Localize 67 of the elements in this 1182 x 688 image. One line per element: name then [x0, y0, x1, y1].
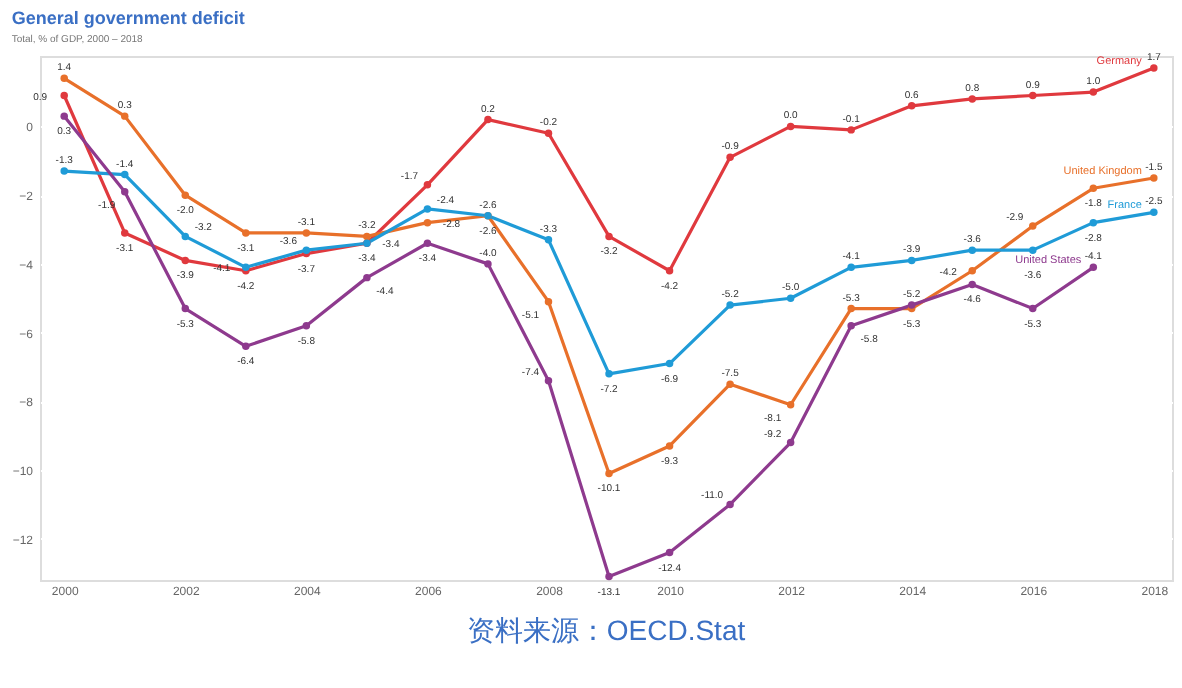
point: [847, 263, 855, 272]
point: [1150, 174, 1158, 182]
point: [484, 260, 492, 268]
point: [1029, 246, 1037, 254]
point: [1089, 263, 1098, 272]
point: [544, 376, 553, 385]
point: [60, 91, 68, 100]
point: [60, 167, 68, 175]
point: [847, 322, 855, 330]
point: [423, 181, 432, 189]
point: [544, 129, 553, 138]
chart-title: General government deficit: [11, 8, 245, 29]
point: [423, 218, 432, 227]
point: [242, 229, 250, 237]
point: [665, 267, 674, 275]
point: [302, 322, 311, 330]
point: [786, 401, 795, 409]
point: [181, 304, 190, 313]
point: [1150, 64, 1158, 72]
point: [242, 342, 250, 351]
point: [1150, 208, 1158, 217]
point: [363, 273, 371, 282]
point: [665, 548, 674, 557]
point: [726, 500, 734, 509]
point: [786, 294, 795, 302]
point: [121, 229, 129, 237]
point: [968, 267, 976, 275]
point: [605, 572, 613, 581]
point: [726, 301, 734, 309]
point: [605, 370, 613, 378]
point: [847, 126, 855, 134]
point: [786, 438, 795, 447]
point: [181, 256, 190, 265]
point: [605, 469, 613, 478]
point: [423, 239, 432, 247]
point: [1029, 304, 1037, 313]
point: [968, 280, 976, 289]
point: [1029, 91, 1037, 100]
point: [60, 74, 68, 83]
point: [786, 122, 795, 131]
point: [726, 153, 734, 162]
point: [121, 170, 129, 179]
point: [907, 256, 916, 265]
point: [121, 187, 129, 196]
point: [847, 304, 855, 313]
point: [484, 115, 492, 124]
point: [1089, 184, 1098, 193]
point: [181, 191, 190, 199]
point: [544, 297, 553, 306]
point: [181, 232, 190, 241]
point: [726, 380, 734, 388]
point: [1089, 218, 1098, 227]
point: [1029, 222, 1037, 230]
point: [605, 232, 613, 241]
point: [665, 442, 674, 450]
point: [968, 95, 976, 103]
point: [423, 205, 432, 213]
point: [665, 359, 674, 368]
point: [302, 229, 311, 237]
point: [968, 246, 976, 254]
point: [60, 112, 68, 120]
point: [907, 102, 916, 110]
point: [363, 232, 371, 241]
text: 资料来源：OECD.Stat: [466, 614, 746, 646]
point: [1089, 88, 1098, 96]
point: [121, 112, 129, 120]
point: [544, 236, 553, 244]
